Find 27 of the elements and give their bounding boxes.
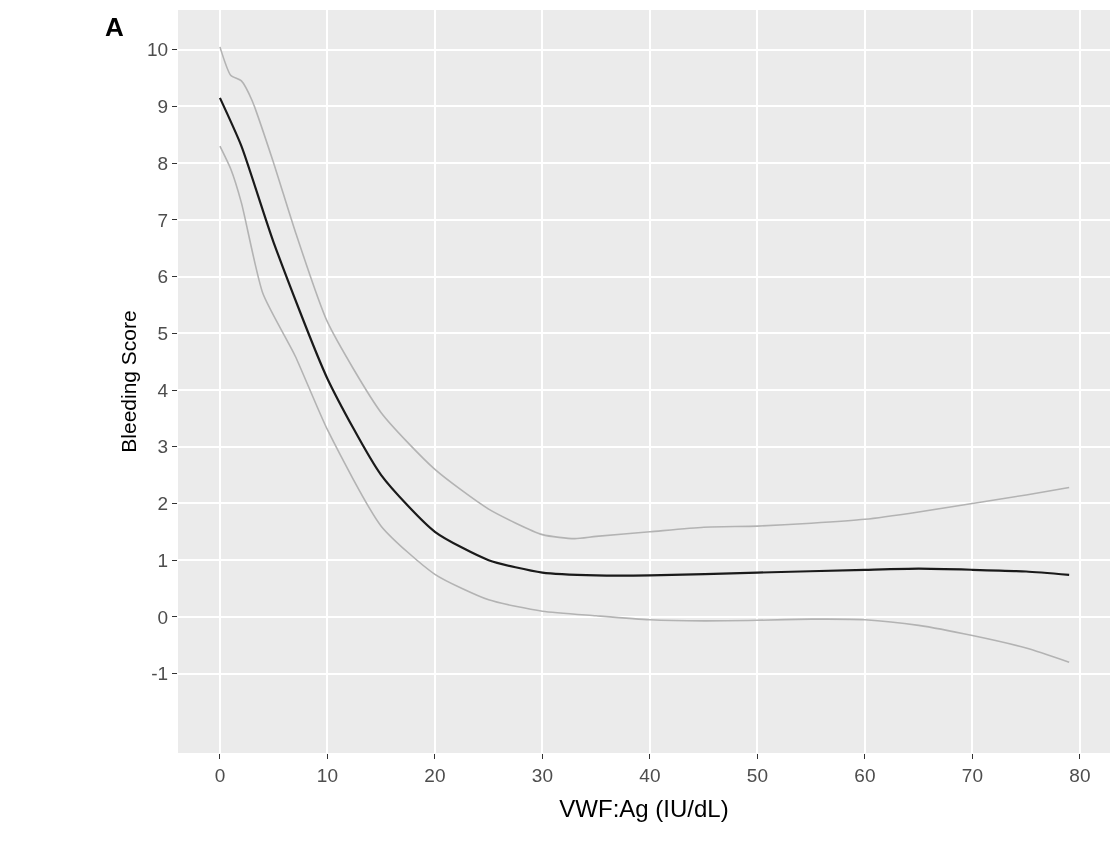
x-tick-label: 80: [1069, 764, 1091, 786]
text: A: [105, 12, 124, 42]
y-tick-label: 1: [157, 549, 169, 571]
y-tick-label: 10: [147, 39, 169, 61]
x-tick-label: 50: [746, 764, 768, 786]
x-tick-label: 40: [639, 764, 661, 786]
y-tick-label: 2: [157, 493, 169, 515]
line-series: [218, 96, 1071, 577]
y-tick-label: 6: [157, 266, 169, 288]
y-tick-label: 4: [157, 379, 169, 401]
x-tick-label: 70: [961, 764, 983, 786]
y-tick-label: 3: [157, 436, 169, 458]
x-tick-label: 30: [531, 764, 553, 786]
y-tick-label: 5: [157, 322, 169, 344]
y-tick-label: 9: [157, 96, 169, 118]
y-tick-label: 0: [157, 606, 169, 628]
line-series: [219, 46, 1070, 540]
y-axis-title: Bleeding Score: [117, 310, 141, 453]
x-axis-title: VWF:Ag (IU/dL): [559, 795, 729, 823]
y-tick-label: 8: [157, 152, 169, 174]
line-series: [219, 145, 1070, 664]
x-tick-label: 60: [854, 764, 876, 786]
x-tick-label: 0: [214, 764, 226, 786]
x-tick-label: 10: [316, 764, 338, 786]
y-tick-label: 7: [157, 209, 169, 231]
x-tick-label: 20: [424, 764, 446, 786]
y-tick-label: -1: [151, 663, 169, 685]
